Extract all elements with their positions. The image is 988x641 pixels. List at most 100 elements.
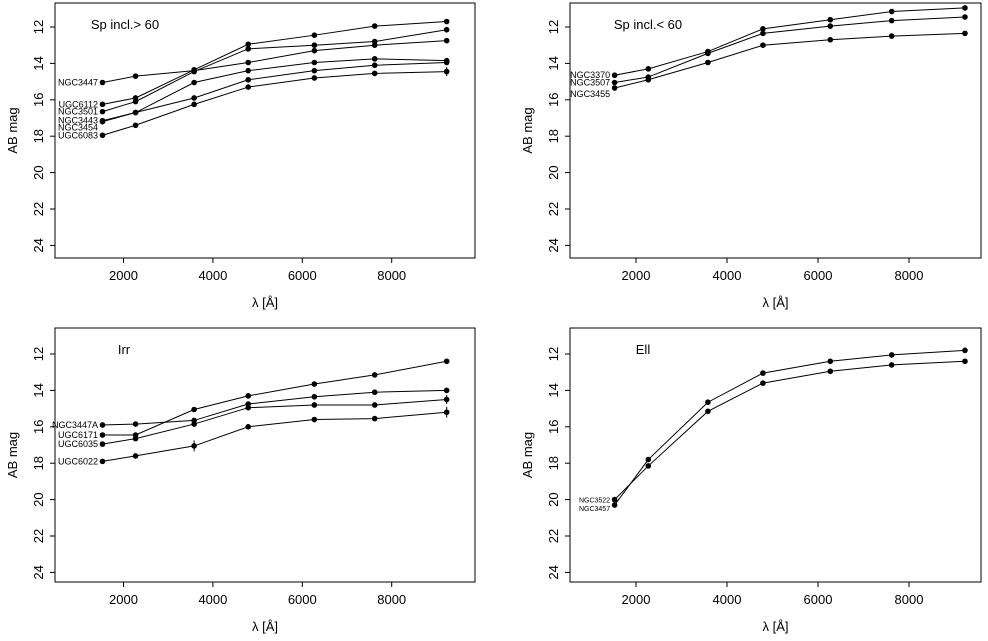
series-line [102, 399, 447, 445]
y-tick-label: 24 [31, 565, 46, 579]
data-point [191, 68, 197, 75]
y-tick-label: 14 [31, 383, 46, 397]
data-point [311, 67, 318, 74]
data-point [245, 404, 252, 411]
data-point [611, 85, 618, 91]
x-axis-label: λ [Å] [762, 295, 788, 310]
data-point [191, 406, 197, 413]
galaxy-label: UGC6083 [58, 130, 98, 140]
x-tick-label: 8000 [377, 592, 406, 607]
galaxy-label: NGC3454 [58, 123, 98, 133]
data-point [827, 36, 834, 43]
data-point [705, 408, 711, 415]
galaxy-label: NGC3447 [58, 78, 98, 88]
data-point [245, 393, 252, 399]
x-tick-label: 8000 [895, 268, 924, 283]
data-point [311, 75, 318, 81]
axis-box [54, 2, 476, 259]
data-point [443, 396, 450, 403]
y-tick-label: 16 [31, 93, 46, 107]
data-point [371, 372, 378, 378]
y-tick-label: 20 [546, 165, 561, 179]
x-tick-label: 8000 [895, 592, 924, 607]
x-tick-label: 2000 [109, 268, 138, 283]
y-tick-label: 12 [31, 347, 46, 361]
data-point [245, 84, 252, 90]
galaxy-label: NGC3455 [570, 89, 610, 99]
galaxy-label: NGC3370 [570, 70, 610, 80]
series-line [102, 411, 447, 462]
y-tick-label: 20 [31, 165, 46, 179]
data-point [245, 46, 252, 52]
data-point [245, 424, 252, 430]
data-point [760, 26, 766, 32]
x-axis-label: λ [Å] [252, 619, 278, 634]
galaxy-label: NGC3447A [52, 420, 98, 430]
data-point [645, 463, 652, 469]
y-tick-label: 18 [31, 456, 46, 470]
galaxy-label: NGC3457 [579, 506, 610, 513]
data-point [132, 98, 139, 105]
data-point [99, 101, 106, 108]
x-tick-label: 6000 [804, 592, 833, 607]
data-point [245, 41, 252, 48]
y-tick-label: 16 [546, 93, 561, 107]
panel-sp-incl-lt-60: 2000 4000 6000 8000 12 14 16 18 20 22 24 λ [Å] AB ma… [520, 2, 982, 310]
panel-sp-incl-gt-60: 2000 4000 6000 8000 12 14 16 18 20 22 24 λ [Å] AB ma… [5, 2, 476, 310]
y-axis-label: AB mag [520, 107, 535, 153]
data-point [191, 421, 197, 427]
data-point [245, 76, 252, 83]
panel-title: Irr [118, 342, 131, 357]
x-tick-label: 4000 [713, 592, 742, 607]
data-point [888, 362, 895, 368]
series-line [614, 349, 965, 506]
galaxy-label: UGC6171 [58, 430, 98, 440]
data-point [760, 42, 766, 48]
data-point [132, 73, 139, 79]
y-tick-label: 18 [546, 456, 561, 470]
galaxy-label: UGC6112 [59, 99, 98, 109]
data-point [132, 435, 139, 442]
data-point [645, 76, 652, 83]
data-point [99, 441, 106, 447]
panel-irr: 2000 4000 6000 8000 12 14 16 18 20 22 24 λ [Å] AB ma… [5, 327, 476, 634]
data-point [371, 38, 378, 45]
y-tick-label: 12 [31, 20, 46, 34]
y-tick-label: 18 [31, 129, 46, 143]
data-point [371, 402, 378, 408]
y-tick-label: 14 [31, 56, 46, 70]
data-point [191, 79, 197, 86]
x-tick-label: 4000 [713, 268, 742, 283]
y-tick-label: 24 [546, 238, 561, 252]
data-point [611, 496, 618, 503]
data-point [311, 59, 318, 66]
data-point [827, 368, 834, 375]
data-point [371, 62, 378, 69]
data-point [311, 47, 318, 54]
data-point [827, 16, 834, 23]
data-point [132, 453, 139, 459]
data-point [311, 402, 318, 408]
data-point [371, 389, 378, 396]
y-tick-label: 22 [31, 529, 46, 543]
data-point [645, 456, 652, 463]
y-axis-label: AB mag [5, 107, 20, 153]
data-point [611, 72, 618, 79]
data-point [443, 37, 450, 44]
series-line [614, 32, 965, 89]
data-point [443, 358, 450, 365]
y-tick-label: 16 [31, 420, 46, 434]
data-point [371, 56, 378, 62]
data-point [311, 381, 318, 387]
galaxy-label: NGC3501 [58, 107, 98, 117]
y-tick-label: 16 [546, 420, 561, 434]
panel-title: Sp incl.> 60 [91, 17, 159, 32]
y-tick-label: 22 [546, 529, 561, 543]
data-point [962, 30, 968, 37]
series-line [614, 360, 965, 500]
x-tick-label: 4000 [198, 592, 227, 607]
data-point [132, 109, 139, 116]
axis-box [569, 2, 982, 259]
data-point [962, 14, 968, 20]
data-point [611, 79, 618, 86]
